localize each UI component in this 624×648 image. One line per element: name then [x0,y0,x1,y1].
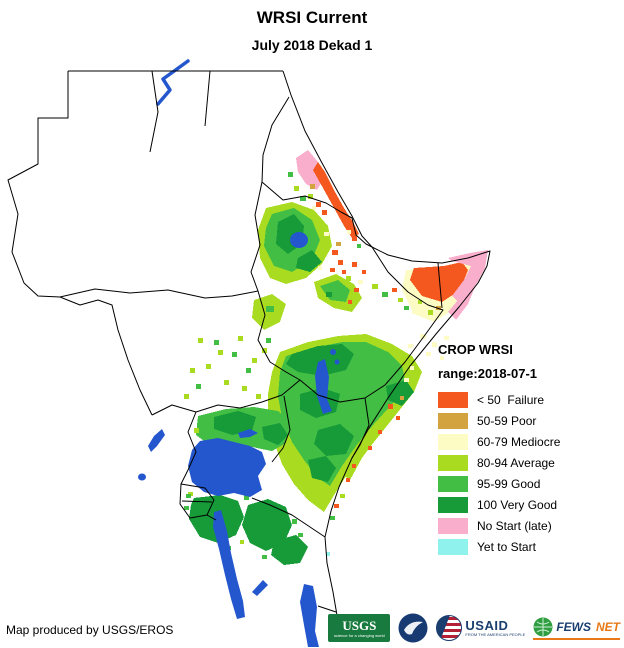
legend-item: 80-94 Average [438,455,620,471]
legend-swatch [438,518,468,534]
usgs-logo-tagline: science for a changing world [334,632,385,638]
border-tanzania-mozambique [317,605,337,613]
legend-swatch [438,392,468,408]
legend-label: < 50 Failure [477,393,545,407]
border-ethiopia-somalia [364,246,444,399]
legend-label: 95-99 Good [477,477,541,491]
usaid-flag-icon [436,615,463,641]
usgs-logo-text: USGS [342,617,377,633]
lake-kyoga [238,429,258,438]
lake-malawi [300,584,319,647]
legend-title: CROP WRSI [438,342,513,357]
legend-item: 50-59 Poor [438,413,620,429]
lake-victoria [188,438,266,497]
legend-item: Yet to Start [438,539,620,555]
wrsi-raster [184,150,488,565]
credit-text: Map produced by USGS/EROS [6,623,174,637]
legend-label: 100 Very Good [477,498,558,512]
legend-item: No Start (late) [438,518,620,534]
border-kenya-tanzania [251,497,326,538]
lake-chamo [334,359,340,365]
fewsnet-logo-text-primary: FEWS [556,619,591,634]
country-borders [7,70,491,642]
usaid-logo: USAID FROM THE AMERICAN PEOPLE [436,615,525,641]
legend-item: < 50 Failure [438,392,620,408]
lakes-and-rivers [138,59,340,647]
lake-edward [138,473,146,481]
border-sudan-internal [149,70,211,153]
coastline [282,70,491,642]
lake-tanganyika [213,510,245,619]
border-uganda-kenya [271,395,291,463]
legend-items: < 50 Failure 50-59 Poor 60-79 Mediocre 80-9… [438,392,620,555]
border-uganda-drc [180,411,197,485]
nile-river [156,59,190,106]
lake-tana [290,232,308,248]
map-title: WRSI Current [256,8,368,27]
legend-swatch [438,455,468,471]
legend-item: 95-99 Good [438,476,620,492]
usgs-logo: USGS science for a changing world [328,614,391,642]
legend-label: 80-94 Average [477,456,555,470]
legend-label: 50-59 Poor [477,414,537,428]
border-ethiopia-kenya [299,379,366,403]
legend-swatch [438,539,468,555]
legend-item: 60-79 Mediocre [438,434,620,450]
legend-swatch [438,413,468,429]
usaid-logo-tagline: FROM THE AMERICAN PEOPLE [465,631,526,637]
legend-label: Yet to Start [477,540,536,554]
border-ethiopia-west [250,181,301,381]
fewsnet-logo: FEWS NET [533,617,620,640]
border-car-southsudan [59,296,153,416]
legend-swatch [438,497,468,513]
legend-item: 100 Very Good [438,497,620,513]
border-djibouti [351,217,373,248]
legend-swatch [438,434,468,450]
fewsnet-globe-icon [533,617,553,636]
border-southsudan-south [151,379,301,416]
lake-turkana [315,359,332,414]
lake-rukwa [252,580,268,596]
usaid-logo-text: USAID [465,617,509,633]
legend-label: 60-79 Mediocre [477,435,561,449]
border-sudan-southsudan [59,288,259,299]
lake-abaya [330,349,336,355]
border-kenya-somalia [351,397,370,459]
footer-logos: USGS science for a changing world USAID … [328,610,620,646]
map-legend: CROP WRSI range:2018-07-1 < 50 Failure 50… [438,342,620,560]
border-somalia-internal [437,262,443,309]
border-sudan-west [7,71,69,298]
legend-range-label: range:2018-07-1 [438,366,537,381]
border-rwanda-burundi [179,483,217,521]
noaa-logo-icon [398,613,428,643]
legend-label: No Start (late) [477,519,552,533]
fewsnet-logo-text-secondary: NET [596,619,620,634]
map-subtitle: July 2018 Dekad 1 [251,37,373,53]
border-eritrea-sudan [261,96,290,183]
border-eritrea-ethiopia [261,181,353,219]
lake-albert [148,429,165,452]
legend-swatch [438,476,468,492]
